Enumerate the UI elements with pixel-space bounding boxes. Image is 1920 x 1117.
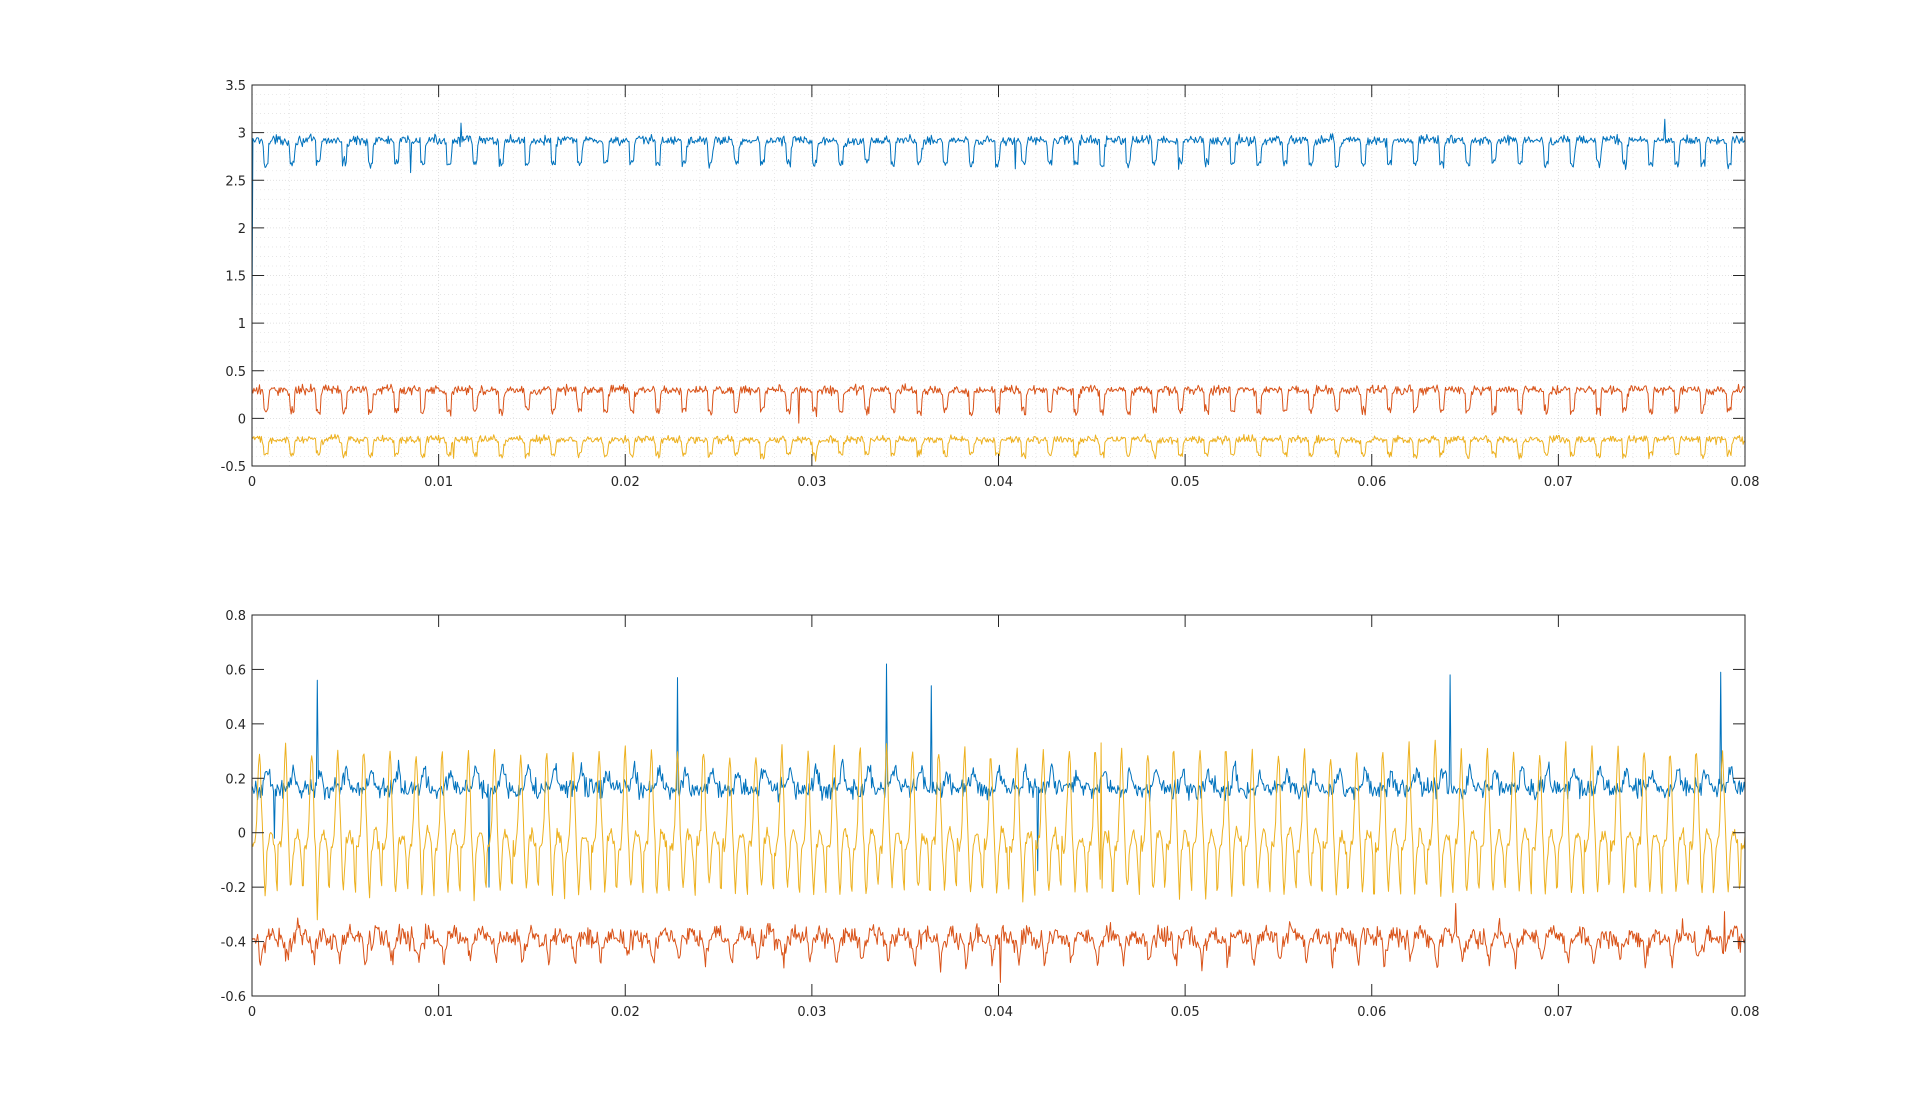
y-tick-label: 0.5 <box>225 365 246 380</box>
top-series-layer <box>251 118 1746 462</box>
bottom-x-tick-labels: 0 0.01 0.02 0.03 0.04 0.05 0.06 0.07 0.08 <box>248 1005 1760 1020</box>
x-tick-label: 0.06 <box>1357 1005 1386 1020</box>
top-x-tick-labels: 0 0.01 0.02 0.03 0.04 0.05 0.06 0.07 0.08 <box>248 475 1760 490</box>
x-tick-label: 0.03 <box>797 475 826 490</box>
x-tick-label: 0.02 <box>611 1005 640 1020</box>
x-tick-label: 0.04 <box>984 1005 1013 1020</box>
y-tick-label: 0.6 <box>225 663 246 678</box>
series-line-1 <box>251 663 1746 888</box>
y-tick-label: 1.5 <box>225 270 246 285</box>
x-tick-label: 0.01 <box>424 1005 453 1020</box>
top-axes: 0 0.01 0.02 0.03 0.04 0.05 0.06 0.07 0.08 -0.500… <box>221 79 1760 490</box>
x-tick-label: 0.06 <box>1357 475 1386 490</box>
y-tick-label: -0.4 <box>221 936 246 951</box>
x-tick-label: 0.03 <box>797 1005 826 1020</box>
x-tick-label: 0.07 <box>1544 1005 1573 1020</box>
series-line-2 <box>251 383 1746 424</box>
top-ticks <box>251 84 1746 467</box>
bottom-ticks <box>251 614 1746 997</box>
x-tick-label: 0.01 <box>424 475 453 490</box>
y-tick-label: 0.8 <box>225 609 246 624</box>
series-line-3 <box>251 433 1746 462</box>
y-tick-label: 0 <box>238 827 246 842</box>
y-tick-label: -0.6 <box>221 990 246 1005</box>
bottom-series-layer <box>251 663 1746 983</box>
x-tick-label: 0.08 <box>1731 1005 1760 1020</box>
top-y-tick-labels: -0.5 0 0.5 1 1.5 2 2.5 3 3.5 <box>221 79 246 475</box>
y-tick-label: 3 <box>238 127 246 142</box>
x-tick-label: 0 <box>248 475 256 490</box>
y-tick-label: -0.5 <box>221 460 246 475</box>
series-line-3 <box>251 739 1746 921</box>
y-tick-label: 1 <box>238 317 246 332</box>
y-tick-label: 2 <box>238 222 246 237</box>
series-line-1 <box>251 118 1746 314</box>
series-line-2 <box>251 903 1746 983</box>
y-tick-label: 0 <box>238 412 246 427</box>
x-tick-label: 0.07 <box>1544 475 1573 490</box>
x-tick-label: 0.02 <box>611 475 640 490</box>
y-tick-label: 0.4 <box>225 718 246 733</box>
x-tick-label: 0.05 <box>1171 475 1200 490</box>
x-tick-label: 0.04 <box>984 475 1013 490</box>
y-tick-label: 0.2 <box>225 772 246 787</box>
x-tick-label: 0 <box>248 1005 256 1020</box>
x-tick-label: 0.05 <box>1171 1005 1200 1020</box>
y-tick-label: 2.5 <box>225 174 246 189</box>
bottom-axes: 0 0.01 0.02 0.03 0.04 0.05 0.06 0.07 0.08 -0.6-0… <box>221 609 1760 1020</box>
y-tick-label: 3.5 <box>225 79 246 94</box>
bottom-y-tick-labels: -0.6 -0.4 -0.2 0 0.2 0.4 0.6 0.8 <box>221 609 246 1005</box>
x-tick-label: 0.08 <box>1731 475 1760 490</box>
y-tick-label: -0.2 <box>221 881 246 896</box>
